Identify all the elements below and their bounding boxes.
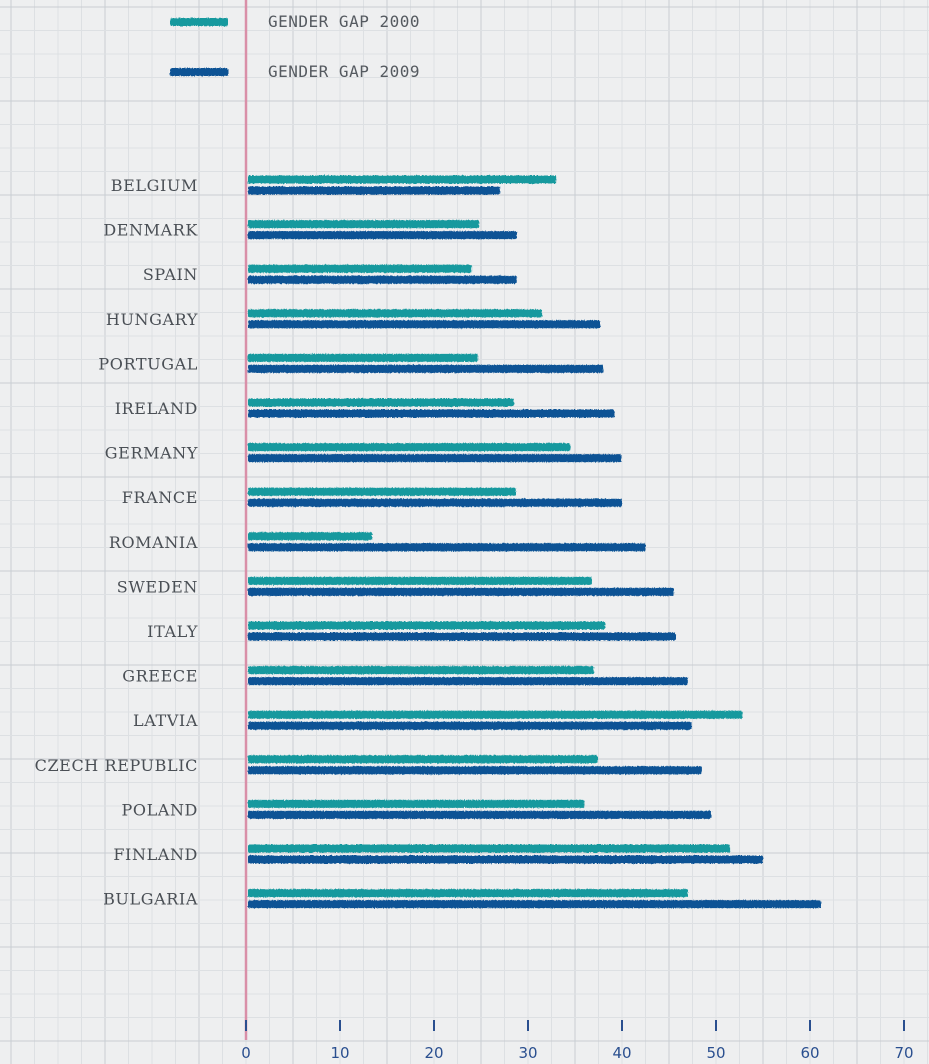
bar-2000-sweden	[248, 576, 592, 585]
bar-2009-belgium	[248, 186, 500, 195]
bar-2000-belgium	[248, 175, 557, 184]
category-label-denmark: DENMARK	[103, 221, 198, 240]
legend-swatch-1	[170, 18, 228, 26]
category-label-bulgaria: BULGARIA	[103, 890, 198, 909]
bar-2009-hungary	[248, 320, 601, 329]
bar-2009-denmark	[248, 231, 517, 240]
bar-2009-sweden	[248, 587, 674, 596]
bar-2000-finland	[248, 844, 731, 853]
bar-2009-greece	[248, 677, 688, 686]
bar-2000-latvia	[248, 710, 743, 719]
bar-2009-finland	[248, 855, 763, 864]
bar-2009-germany	[248, 454, 622, 463]
bar-2009-czech-republic	[248, 766, 702, 775]
x-tick-label-70: 70	[894, 1044, 913, 1062]
bar-2009-italy	[248, 632, 676, 641]
x-tick-label-60: 60	[800, 1044, 819, 1062]
bar-2009-bulgaria	[248, 900, 822, 909]
category-label-romania: ROMANIA	[109, 533, 198, 552]
bar-2000-ireland	[248, 398, 514, 407]
x-axis: 0 10 20 30 40 50 60 70	[241, 0, 914, 1062]
legend-label-1: GENDER GAP 2000	[268, 12, 420, 31]
category-label-sweden: SWEDEN	[117, 577, 198, 596]
category-label-ireland: IRELAND	[115, 399, 198, 418]
bars-layer	[248, 175, 822, 909]
bar-2000-denmark	[248, 220, 480, 229]
category-label-latvia: LATVIA	[133, 711, 198, 730]
category-label-italy: ITALY	[147, 622, 198, 641]
bar-2000-spain	[248, 264, 472, 273]
category-label-poland: POLAND	[122, 800, 199, 819]
bar-2009-latvia	[248, 721, 692, 730]
category-labels: BELGIUM DENMARK SPAIN HUNGARY PORTUGAL IRELAN…	[35, 176, 199, 909]
x-tick-label-20: 20	[424, 1044, 443, 1062]
bar-2000-poland	[248, 799, 585, 808]
bar-2009-poland	[248, 810, 712, 819]
category-label-belgium: BELGIUM	[111, 176, 198, 195]
x-tick-label-10: 10	[330, 1044, 349, 1062]
category-label-germany: GERMANY	[105, 444, 198, 463]
bar-2000-hungary	[248, 309, 543, 318]
bar-2000-romania	[248, 532, 372, 541]
bar-2000-bulgaria	[248, 889, 688, 898]
x-tick-label-30: 30	[518, 1044, 537, 1062]
bar-2000-greece	[248, 666, 594, 675]
legend: GENDER GAP 2000 GENDER GAP 2009	[170, 12, 420, 81]
category-label-spain: SPAIN	[143, 265, 198, 284]
category-label-hungary: HUNGARY	[106, 310, 198, 329]
category-label-czech-republic: CZECH REPUBLIC	[35, 756, 198, 775]
x-tick-label-50: 50	[706, 1044, 725, 1062]
category-label-greece: GREECE	[122, 667, 198, 686]
bar-2009-ireland	[248, 409, 615, 418]
category-label-portugal: PORTUGAL	[98, 354, 198, 373]
x-tick-label-0: 0	[241, 1044, 251, 1062]
category-label-france: FRANCE	[122, 488, 198, 507]
bar-2000-portugal	[248, 353, 479, 362]
legend-swatch-2	[170, 68, 228, 76]
bar-2009-romania	[248, 543, 646, 552]
legend-label-2: GENDER GAP 2009	[268, 62, 420, 81]
bar-2009-spain	[248, 275, 517, 284]
bar-2009-portugal	[248, 364, 604, 373]
category-label-finland: FINLAND	[113, 845, 198, 864]
x-tick-label-40: 40	[612, 1044, 631, 1062]
bar-2000-czech-republic	[248, 755, 598, 764]
bar-2000-france	[248, 487, 516, 496]
bar-2000-italy	[248, 621, 606, 630]
bar-2000-germany	[248, 443, 571, 452]
bar-2009-france	[248, 498, 622, 507]
